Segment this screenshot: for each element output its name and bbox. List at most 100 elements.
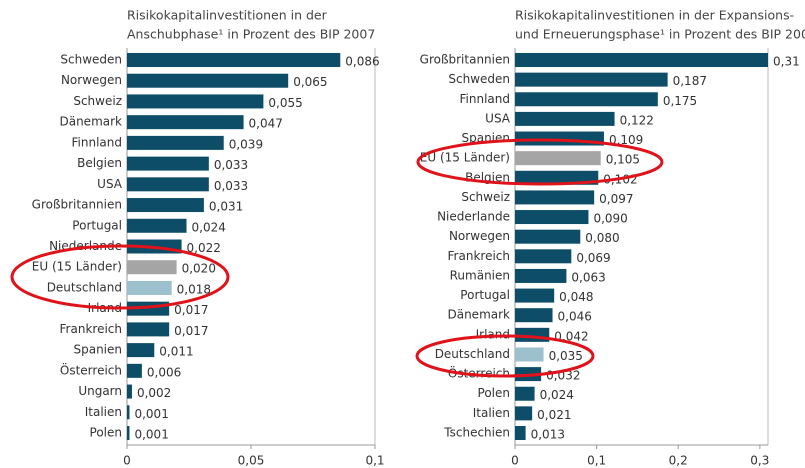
y-tick-label: Schweden [448,72,510,86]
bar [127,426,130,440]
x-tick-label: 0,2 [669,454,688,468]
data-label: 0,035 [549,349,583,363]
x-tick-label: 0,1 [365,454,384,468]
bar [515,268,567,283]
bar [515,308,553,323]
bar [127,343,155,358]
data-label: 0,017 [174,303,208,317]
bar [515,92,658,107]
bar [127,94,264,109]
y-tick-label: Tschechien [443,426,510,440]
data-label: 0,046 [558,310,592,324]
data-label: 0,122 [620,113,654,127]
data-label: 0,033 [214,158,248,172]
y-tick-label: Belgien [77,156,122,170]
data-label: 0,018 [177,282,211,296]
bar [127,156,209,171]
bar [515,406,533,421]
bar [515,249,572,264]
data-label: 0,069 [576,251,610,265]
bar [127,322,170,337]
data-label: 0,031 [209,200,243,214]
bar [127,53,341,67]
y-tick-label: Norwegen [449,229,510,243]
y-tick-label: Niederlande [437,210,510,224]
bar [127,405,130,420]
data-label: 0,013 [531,428,565,442]
bar [515,190,595,205]
y-tick-label: Österreich [60,361,122,377]
data-label: 0,175 [663,94,697,108]
data-label: 0,020 [182,262,216,276]
bar [127,260,177,275]
x-tick-label: 0,1 [587,454,606,468]
data-label: 0,090 [593,212,627,226]
data-label: 0,105 [606,153,640,167]
y-tick-label: EU (15 Länder) [420,151,510,165]
x-tick-label: 0,3 [750,454,769,468]
data-label: 0,065 [293,75,327,89]
data-label: 0,024 [540,388,574,402]
data-label: 0,002 [137,386,171,400]
bar [127,384,132,399]
y-tick-label: Portugal [72,218,122,232]
chart-title: Anschubphase¹ in Prozent des BIP 2007 [127,27,375,42]
bar [515,288,555,303]
data-label: 0,048 [559,290,593,304]
bar [515,72,668,87]
bar [515,151,601,166]
data-label: 0,047 [249,117,283,131]
data-label: 0,024 [192,220,226,234]
y-tick-label: Großbritannien [32,198,122,212]
y-tick-label: Großbritannien [420,53,510,67]
bar [515,426,526,440]
y-tick-label: Finnland [72,135,122,149]
x-tick-label: 0,05 [238,454,265,468]
bar [515,229,581,244]
y-tick-label: Irland [476,327,510,341]
y-tick-label: Italien [473,406,510,420]
bar [127,280,172,295]
y-tick-label: Frankreich [448,249,510,263]
bar [515,347,544,362]
data-label: 0,021 [537,408,571,422]
y-tick-label: Deutschland [47,280,122,294]
x-tick-label: 0 [123,454,131,468]
chart-title: und Erneuerungsphase¹ in Prozent des BIP… [515,27,805,42]
y-tick-label: Schweiz [73,94,122,108]
y-tick-label: USA [485,111,511,125]
data-label: 0,187 [673,74,707,88]
bar [127,218,187,233]
y-tick-label: USA [97,177,123,191]
data-label: 0,055 [268,96,302,110]
data-label: 0,039 [229,137,263,151]
y-tick-label: EU (15 Länder) [32,260,122,274]
data-label: 0,011 [159,345,193,359]
chart-title: Risikokapitalinvestitionen in der Expans… [515,8,794,23]
y-tick-label: Schweiz [461,190,510,204]
highlight-ellipse [10,244,230,310]
y-tick-label: Italien [85,405,122,419]
data-label: 0,006 [147,365,181,379]
bar [515,111,615,126]
bar [515,131,604,146]
bar [127,115,244,130]
data-label: 0,086 [345,55,379,69]
data-label: 0,022 [187,241,221,255]
data-label: 0,033 [214,179,248,193]
bar [127,198,204,213]
y-tick-label: Norwegen [61,73,122,87]
y-tick-label: Spanien [73,343,122,357]
bar [515,170,599,185]
plots: Risikokapitalinvestitionen in der Anschub… [32,8,805,468]
y-tick-label: Schweden [60,53,122,67]
y-tick-label: Rumänien [450,268,510,282]
y-tick-label: Dänemark [59,115,122,129]
y-tick-label: Polen [90,426,122,440]
y-tick-label: Polen [478,386,510,400]
y-tick-label: Frankreich [60,322,122,336]
data-label: 0,001 [134,428,168,442]
bar [515,53,768,67]
